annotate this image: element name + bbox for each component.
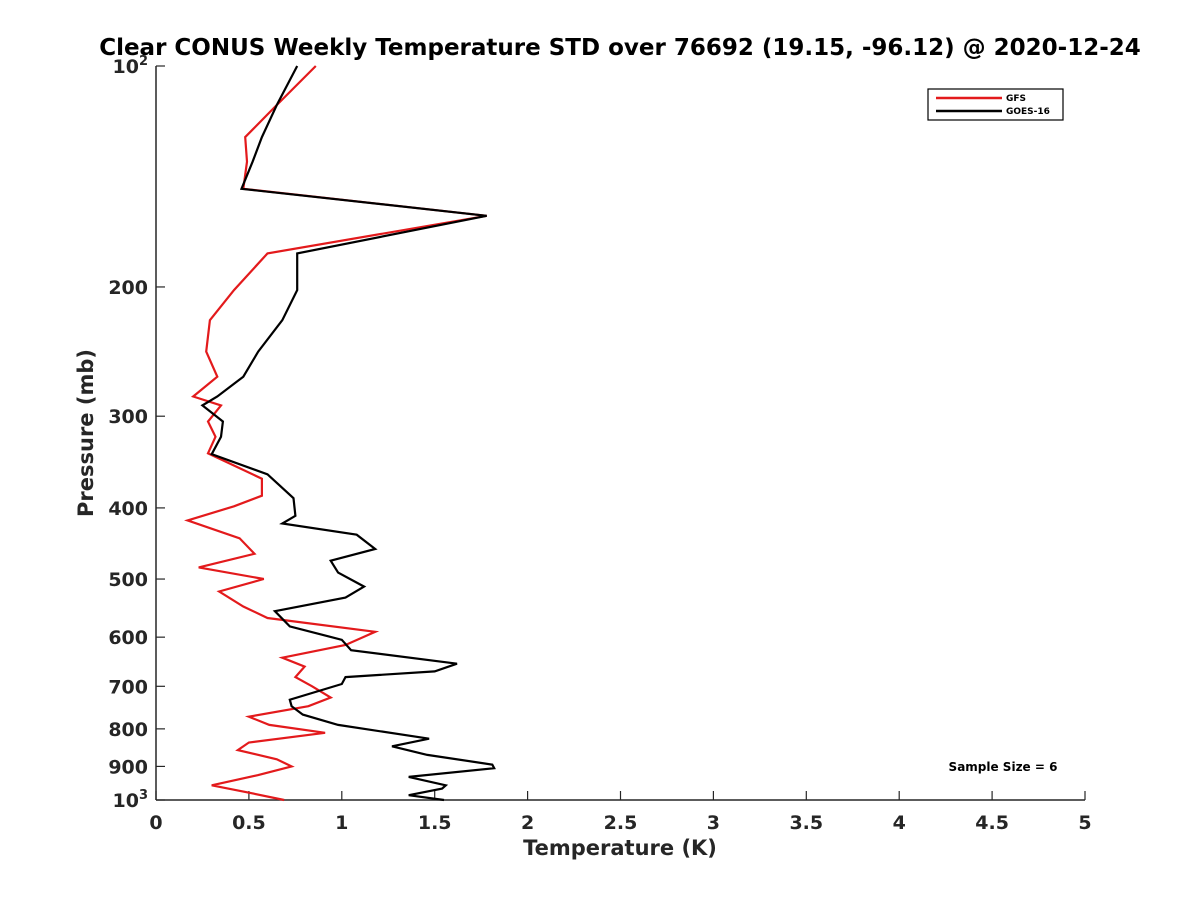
x-tick-label: 2.5 xyxy=(604,812,638,834)
y-tick-base: 700 xyxy=(108,676,148,698)
x-tick-label: 5 xyxy=(1078,812,1091,834)
legend-entry-gfs: GFS xyxy=(1006,94,1026,104)
x-tick-label: 0 xyxy=(149,812,162,834)
y-tick-base: 800 xyxy=(108,719,148,741)
x-tick-label: 4 xyxy=(893,812,906,834)
chart-title: Clear CONUS Weekly Temperature STD over … xyxy=(99,35,1141,61)
y-tick-label: 500 xyxy=(108,569,148,591)
y-tick-label: 800 xyxy=(108,719,148,741)
y-tick-label: 700 xyxy=(108,676,148,698)
y-tick-base: 10 xyxy=(113,790,139,812)
y-tick-label: 900 xyxy=(108,756,148,778)
plot-area xyxy=(155,66,1085,801)
legend-entry-goes16: GOES-16 xyxy=(1006,107,1050,117)
y-tick-superscript: 2 xyxy=(139,54,148,69)
x-axis-label: Temperature (K) xyxy=(523,836,717,860)
y-tick-base: 900 xyxy=(108,756,148,778)
y-tick-label: 300 xyxy=(108,406,148,428)
y-tick-base: 400 xyxy=(108,498,148,520)
x-tick-label: 1.5 xyxy=(418,812,452,834)
x-tick-label: 1 xyxy=(335,812,348,834)
x-tick-label: 4.5 xyxy=(975,812,1009,834)
legend-box xyxy=(927,88,1064,121)
sample-size-annotation: Sample Size = 6 xyxy=(949,760,1058,774)
y-tick-base: 200 xyxy=(108,277,148,299)
y-tick-label: 600 xyxy=(108,627,148,649)
y-tick-label: 400 xyxy=(108,498,148,520)
series-line-gfs xyxy=(184,65,487,802)
y-tick-base: 600 xyxy=(108,627,148,649)
y-tick-label: 103 xyxy=(113,788,149,812)
y-axis-label: Pressure (mb) xyxy=(74,349,98,517)
y-tick-superscript: 3 xyxy=(139,788,148,803)
y-tick-label: 102 xyxy=(113,54,149,78)
series-line-goes16 xyxy=(200,65,496,802)
y-tick-base: 500 xyxy=(108,569,148,591)
x-tick-label: 0.5 xyxy=(232,812,266,834)
y-tick-base: 10 xyxy=(113,56,139,78)
x-tick-label: 2 xyxy=(521,812,534,834)
x-tick-label: 3.5 xyxy=(789,812,823,834)
y-tick-label: 200 xyxy=(108,277,148,299)
y-tick-base: 300 xyxy=(108,406,148,428)
x-tick-label: 3 xyxy=(707,812,720,834)
legend: GFS GOES-16 xyxy=(927,88,1064,121)
x-axis-ticks: 0 0.5 1 1.5 2 2.5 3 3.5 4 4.5 5 xyxy=(149,791,1092,834)
series-layer xyxy=(184,65,496,802)
